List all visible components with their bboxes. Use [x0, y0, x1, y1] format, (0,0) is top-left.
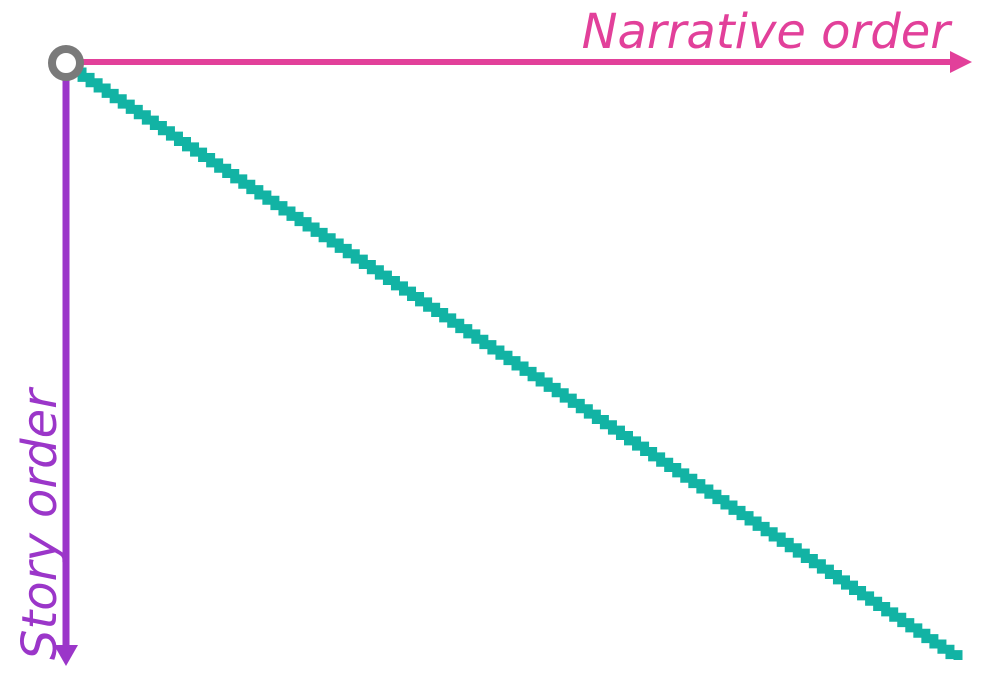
origin-circle-icon	[48, 45, 84, 81]
diagonal-correspondence-line	[74, 67, 963, 660]
narrative-order-label: Narrative order	[582, 4, 954, 60]
story-order-arrow-icon	[54, 645, 78, 666]
story-order-label: Story order	[12, 386, 68, 660]
narrative-order-arrow-icon	[950, 51, 972, 73]
